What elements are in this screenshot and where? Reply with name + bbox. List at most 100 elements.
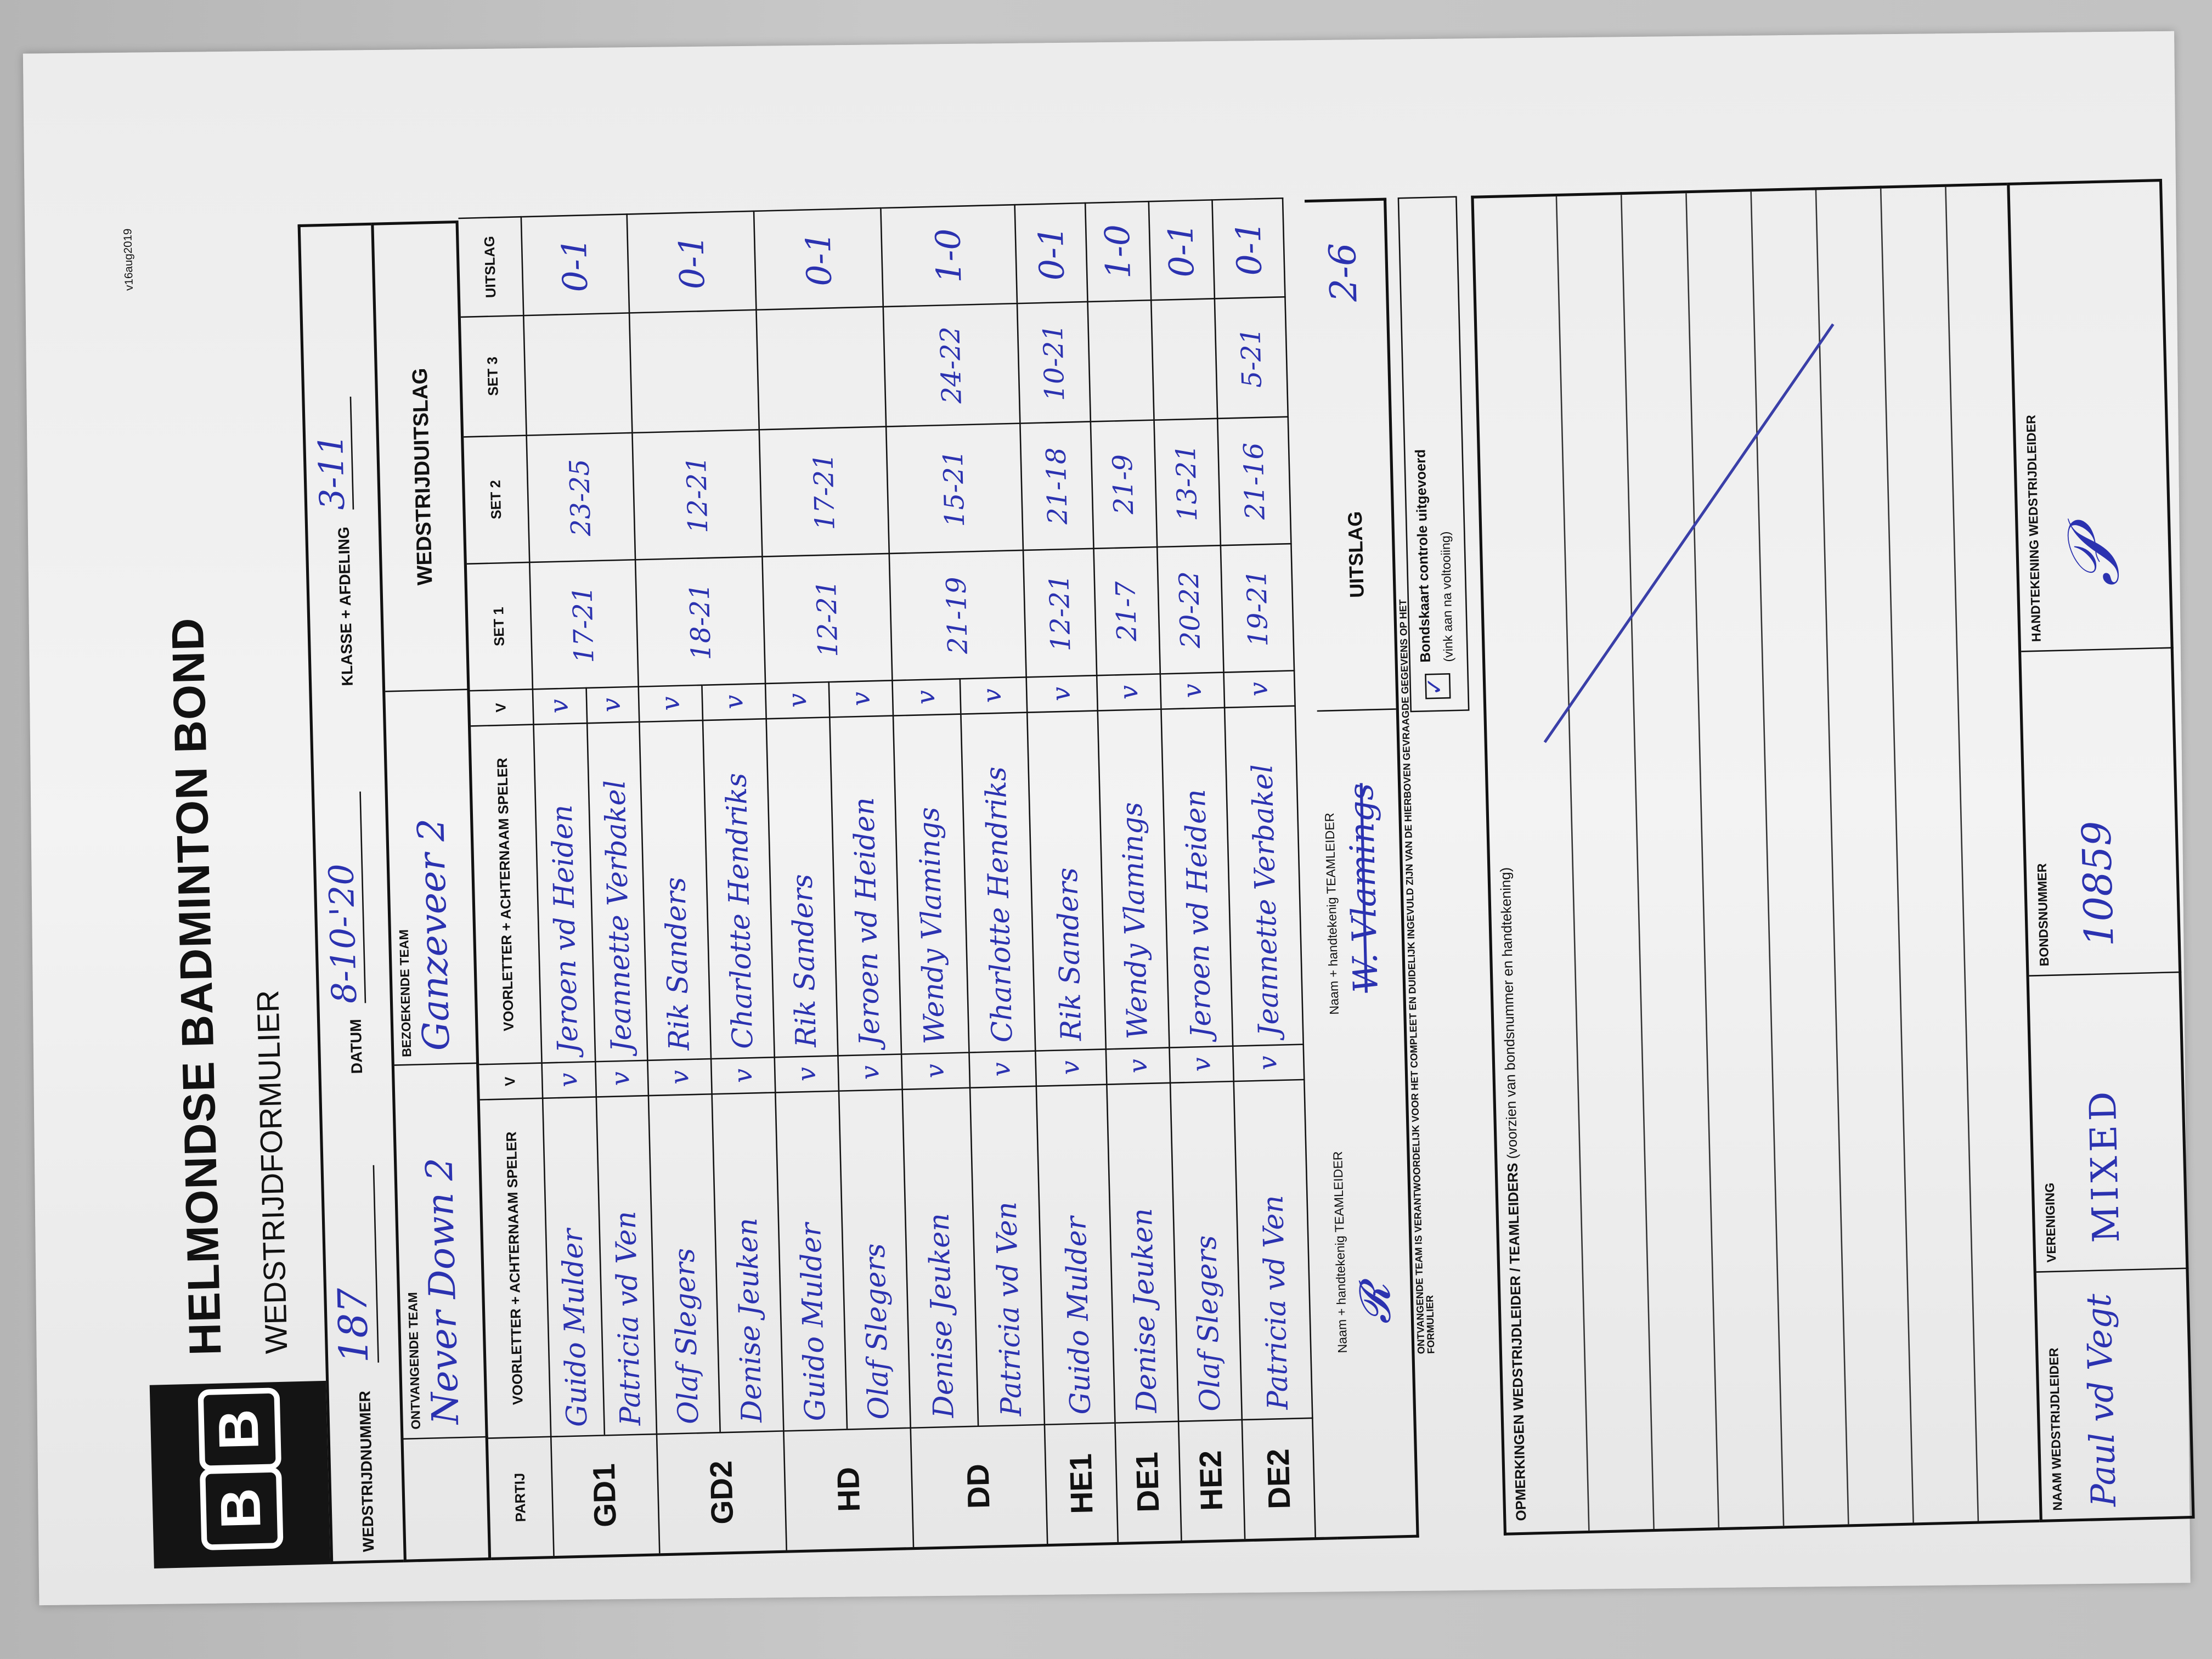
match-result[interactable]: 0-1 [754, 207, 884, 309]
home-player-check[interactable]: v [542, 1060, 596, 1098]
column-header: VOORLETTER + ACHTERNAAM SPELER [471, 724, 543, 1064]
set3-score[interactable] [1152, 298, 1218, 420]
home-player-name[interactable]: Denise Jeuken [902, 1087, 979, 1427]
away-player-name[interactable]: Wendy Vlamings [894, 713, 969, 1054]
remarks-area[interactable]: OPMERKINGEN WEDSTRIJDLEIDER / TEAMLEIDER… [1471, 182, 2040, 1536]
referee-name-value: Paul vd Vegt [2079, 1293, 2124, 1508]
form-header: B B HELMONDSE BADMINTON BOND WEDSTRIJDFO… [121, 224, 331, 1568]
set1-score[interactable]: 20-22 [1158, 544, 1224, 674]
set1-score[interactable]: 12-21 [1024, 548, 1098, 677]
away-player-check[interactable]: v [1224, 670, 1296, 707]
away-player-name[interactable]: Charlotte Hendriks [703, 718, 775, 1058]
away-player-check[interactable]: v [1026, 674, 1099, 712]
set1-score[interactable]: 19-21 [1221, 543, 1295, 672]
home-player-name[interactable]: Guido Mulder [776, 1090, 848, 1431]
date-label: DATUM [348, 1018, 366, 1074]
set2-score[interactable]: 21-9 [1091, 419, 1158, 548]
set2-score[interactable]: 15-21 [887, 422, 1024, 553]
home-player-name[interactable]: Olaf Slegers [839, 1088, 911, 1429]
set1-score[interactable]: 21-19 [890, 549, 1027, 680]
set2-score[interactable]: 13-21 [1154, 417, 1222, 546]
away-player-check[interactable]: v [830, 680, 894, 717]
home-player-check[interactable]: v [1107, 1047, 1171, 1084]
home-player-check[interactable]: v [595, 1059, 650, 1097]
away-player-check[interactable]: v [533, 687, 588, 724]
away-player-name[interactable]: Charlotte Hendriks [961, 712, 1036, 1052]
away-player-check[interactable]: v [586, 686, 640, 723]
home-player-name[interactable]: Olaf Slegers [649, 1093, 721, 1434]
match-result[interactable]: 0-1 [1212, 197, 1286, 298]
home-team-value: Never Down 2 [419, 1157, 469, 1425]
away-player-name[interactable]: Rik Sanders [640, 719, 712, 1060]
set2-score[interactable]: 12-21 [633, 428, 763, 559]
set1-score[interactable]: 21-7 [1094, 546, 1161, 675]
card-check-checkbox[interactable]: ✓ [1424, 673, 1451, 699]
away-player-name[interactable]: Jeroen vd Heiden [830, 715, 902, 1056]
referee-number-label: BONDSNUMMER [2035, 863, 2052, 967]
home-player-name[interactable]: Patricia vd Ven [596, 1094, 658, 1435]
away-player-name[interactable]: Jeroen vd Heiden [1161, 707, 1234, 1047]
away-player-check[interactable]: v [639, 684, 704, 721]
total-value: 2-6 [1322, 242, 1367, 303]
match-result[interactable]: 1-0 [1086, 200, 1152, 301]
away-player-check[interactable]: v [960, 676, 1028, 714]
away-player-name[interactable]: Jeroen vd Heiden [534, 722, 596, 1063]
home-player-name[interactable]: Patricia vd Ven [1234, 1079, 1313, 1419]
match-result[interactable]: 0-1 [627, 210, 757, 313]
set3-score[interactable] [630, 309, 760, 432]
set3-score[interactable]: 24-22 [884, 302, 1021, 426]
partij-label: HD [784, 1427, 915, 1550]
away-player-check[interactable]: v [702, 682, 767, 720]
set1-score[interactable]: 12-21 [763, 552, 893, 683]
home-player-check[interactable]: v [648, 1058, 713, 1095]
set2-score[interactable]: 21-18 [1020, 421, 1094, 550]
home-player-check[interactable]: v [1170, 1045, 1235, 1082]
match-result[interactable]: 1-0 [881, 204, 1018, 306]
away-player-name[interactable]: Jeannette Verbakel [587, 721, 648, 1061]
away-team-value: Ganzeveer 2 [411, 817, 459, 1052]
home-player-name[interactable]: Denise Jeuken [1107, 1082, 1180, 1423]
club-label: VERENIGING [2042, 1182, 2059, 1263]
home-team-label: ONTVANGENDE TEAM [405, 1291, 424, 1430]
home-player-check[interactable]: v [1233, 1043, 1305, 1081]
home-player-name[interactable]: Guido Mulder [1037, 1084, 1116, 1424]
match-result-label: WEDSTRIJDUITSLAG [408, 368, 438, 586]
home-player-name[interactable]: Denise Jeuken [712, 1092, 785, 1432]
away-player-name[interactable]: Rik Sanders [1028, 710, 1107, 1051]
bond-logo: B B [149, 1380, 331, 1568]
home-player-check[interactable]: v [838, 1053, 903, 1091]
set2-score[interactable]: 17-21 [760, 426, 890, 556]
form-title: WEDSTRIJDFORMULIER [250, 989, 295, 1355]
home-player-check[interactable]: v [775, 1055, 840, 1092]
away-player-name[interactable]: Rik Sanders [766, 716, 839, 1057]
set2-score[interactable]: 23-25 [527, 432, 636, 562]
set3-score[interactable]: 5-21 [1215, 296, 1289, 418]
set1-score[interactable]: 17-21 [530, 558, 639, 689]
org-title: HELMONDSE BADMINTON BOND [162, 617, 231, 1356]
away-player-check[interactable]: v [893, 678, 961, 715]
home-player-name[interactable]: Guido Mulder [543, 1096, 605, 1436]
set3-score[interactable] [524, 312, 633, 435]
home-player-check[interactable]: v [902, 1052, 970, 1089]
set2-score[interactable]: 21-16 [1218, 416, 1292, 545]
home-player-check[interactable]: v [1036, 1048, 1108, 1086]
away-player-name[interactable]: Jeannette Verbakel [1225, 705, 1304, 1046]
away-player-check[interactable]: v [1161, 672, 1226, 709]
away-player-name[interactable]: Wendy Vlamings [1098, 708, 1170, 1049]
home-player-check[interactable]: v [712, 1056, 776, 1093]
home-player-name[interactable]: Patricia vd Ven [970, 1085, 1046, 1426]
partij-label: HE1 [1045, 1422, 1119, 1544]
match-result[interactable]: 0-1 [1015, 202, 1088, 303]
version-label: v16aug2019 [121, 228, 136, 291]
set3-score[interactable] [757, 306, 887, 429]
home-player-name[interactable]: Olaf Slegers [1171, 1080, 1243, 1421]
set3-score[interactable] [1088, 299, 1155, 421]
away-player-check[interactable]: v [1097, 673, 1162, 710]
set3-score[interactable]: 10-21 [1018, 301, 1092, 423]
match-result[interactable]: 0-1 [522, 213, 630, 315]
home-player-check[interactable]: v [969, 1050, 1037, 1087]
set1-score[interactable]: 18-21 [636, 556, 766, 686]
away-player-check[interactable]: v [766, 681, 831, 718]
match-result[interactable]: 0-1 [1149, 199, 1216, 300]
